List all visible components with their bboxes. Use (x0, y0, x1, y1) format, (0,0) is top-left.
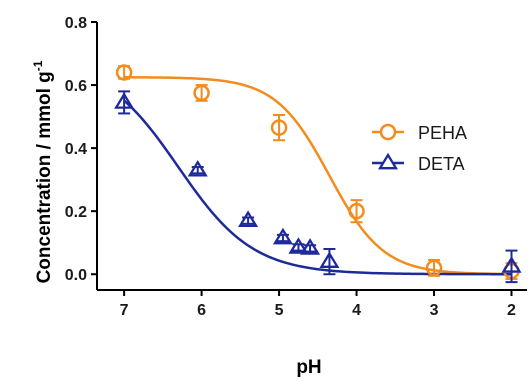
x-tick-label: 4 (352, 302, 361, 319)
deta-data-point (300, 238, 321, 255)
x-tick-label: 5 (275, 302, 284, 319)
legend-entry-deta: DETA (372, 152, 465, 174)
peha-marker-circle (348, 202, 365, 220)
deta-data-point (114, 90, 135, 115)
legend-label-deta: DETA (418, 154, 465, 174)
y-axis-title-superscript: -1 (31, 60, 45, 71)
y-tick-label: 0.0 (65, 267, 87, 284)
x-tick-label: 7 (120, 302, 129, 319)
deta-marker-triangle (272, 227, 293, 245)
y-tick-label: 0.8 (65, 15, 87, 32)
peha-marker-circle (270, 119, 288, 136)
peha-marker-circle (425, 259, 443, 277)
deta-marker-triangle (114, 92, 135, 109)
x-tick-label: 6 (197, 302, 206, 319)
peha-data-point (270, 114, 288, 142)
peha-data-point (425, 259, 443, 277)
deta-data-point (187, 159, 208, 177)
x-tick-label: 3 (430, 302, 439, 319)
fit-curves (123, 76, 512, 276)
deta-marker-triangle (238, 210, 259, 227)
deta-data-point (288, 237, 309, 254)
y-axis-title-text: Concentration / mmol g (34, 71, 55, 283)
peha-marker-circle (115, 64, 133, 81)
legend: PEHA DETA (372, 123, 467, 174)
deta-marker-triangle (319, 251, 340, 268)
legend-marker-peha (379, 123, 397, 141)
y-tick-label: 0.6 (65, 78, 87, 95)
deta-data-point (238, 210, 259, 227)
x-tick-label: 2 (507, 302, 516, 319)
x-axis-title: pH (296, 357, 321, 378)
deta-data-point (319, 248, 340, 276)
legend-marker-deta (377, 152, 399, 170)
deta-marker-triangle (288, 237, 309, 254)
data-markers (114, 64, 522, 284)
peha-fit-curve (124, 76, 512, 276)
peha-data-point (348, 199, 365, 224)
y-tick-label: 0.4 (65, 141, 87, 158)
axes: 0.0 0.2 0.4 0.6 0.8 7 6 5 4 3 2 (65, 15, 527, 319)
deta-marker-triangle (501, 256, 522, 273)
y-axis-title: Concentration / mmol g-1 (31, 60, 55, 283)
y-tick-label: 0.2 (65, 204, 87, 221)
deta-marker-triangle (300, 238, 321, 255)
peha-data-point (193, 84, 210, 102)
legend-label-peha: PEHA (418, 123, 467, 143)
deta-fit-curve (123, 99, 512, 276)
deta-data-point (272, 227, 293, 245)
peha-data-point (115, 64, 133, 81)
peha-marker-circle (193, 84, 210, 102)
deta-data-point (501, 249, 522, 284)
legend-entry-peha: PEHA (372, 123, 467, 143)
deta-marker-triangle (187, 159, 208, 177)
